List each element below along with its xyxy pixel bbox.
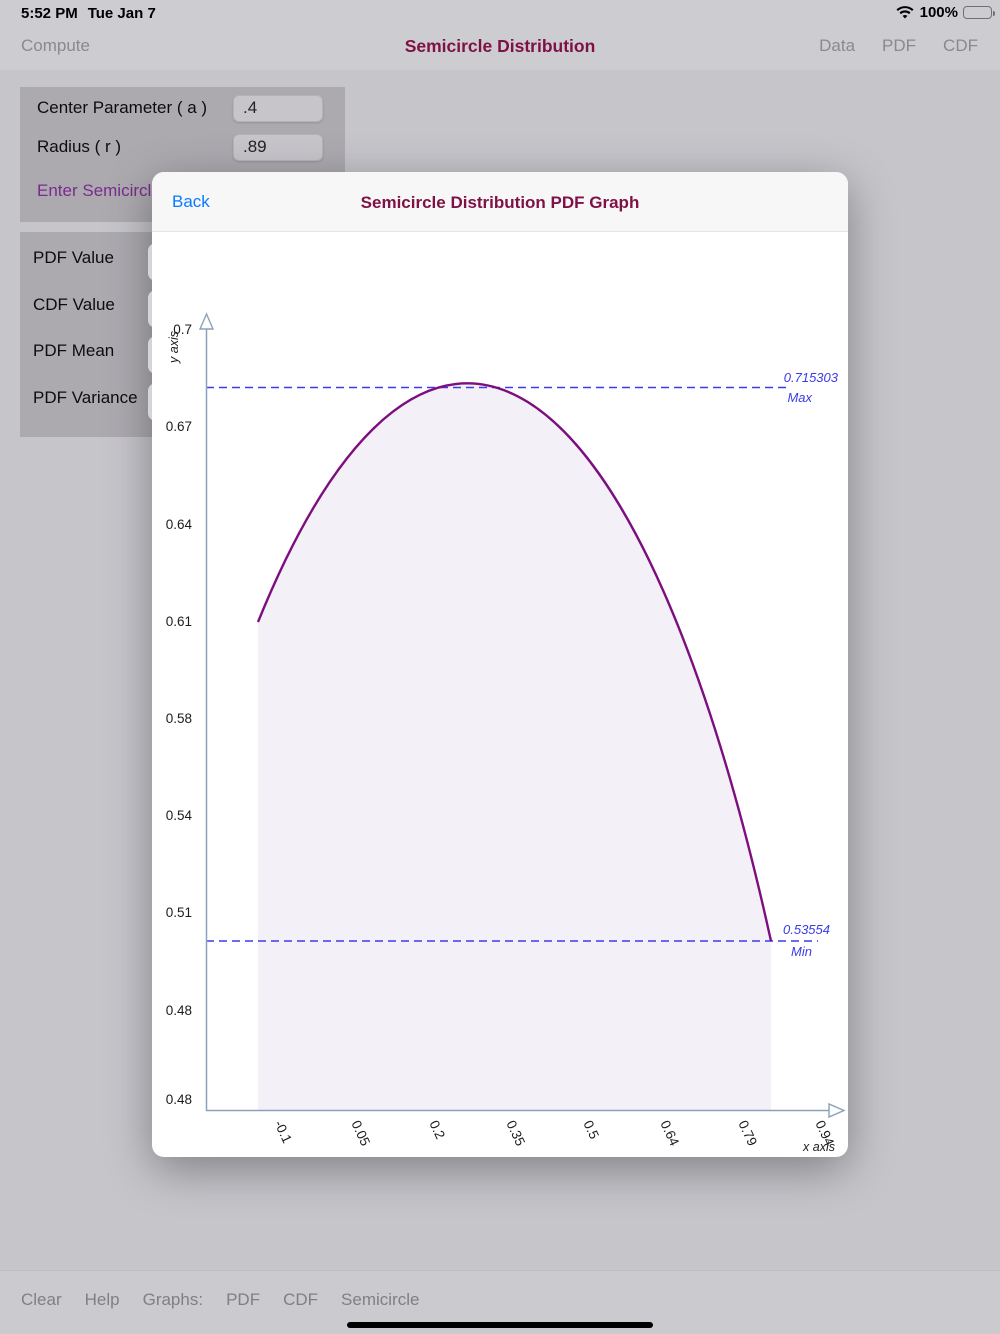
y-tick: 0.48 (165, 1092, 192, 1107)
pdf-value-label: PDF Value (33, 248, 114, 267)
enter-semicircle-note: Enter Semicircle (37, 181, 161, 200)
radius-field[interactable]: .89 (233, 134, 323, 161)
modal-header: Back Semicircle Distribution PDF Graph (152, 172, 848, 232)
pdf-graph-modal: 0.7 0.67 0.64 0.61 0.58 0.54 0.51 0.48 0… (152, 172, 848, 1157)
x-axis-arrow-icon (828, 1102, 846, 1119)
y-tick: 0.61 (165, 614, 192, 629)
graphs-semicircle-button[interactable]: Semicircle (341, 1290, 420, 1309)
nav-cdf-button[interactable]: CDF (943, 36, 978, 55)
status-time: 5:52 PM (21, 5, 78, 22)
min-label-annotation: Min (791, 944, 812, 959)
nav-data-button[interactable]: Data (819, 36, 856, 55)
pdf-curve (256, 382, 773, 942)
y-tick: 0.64 (165, 517, 192, 532)
min-value-annotation: 0.53554 (783, 922, 830, 937)
radius-label: Radius ( r ) (37, 137, 122, 156)
y-axis-arrow-icon (198, 312, 215, 330)
graphs-pdf-button[interactable]: PDF (226, 1290, 261, 1309)
y-axis-title: y axis (167, 331, 181, 363)
max-value-annotation: 0.715303 (783, 370, 838, 385)
semicircle-pdf-chart (198, 312, 846, 1119)
home-indicator[interactable] (347, 1322, 653, 1328)
graphs-label: Graphs: (142, 1290, 204, 1309)
clear-button[interactable]: Clear (21, 1290, 62, 1309)
y-tick: 0.58 (165, 711, 192, 726)
status-bar: 5:52 PM Tue Jan 7 100% (0, 0, 1000, 26)
y-tick: 0.54 (165, 808, 192, 823)
modal-title: Semicircle Distribution PDF Graph (360, 193, 640, 212)
graphs-cdf-button[interactable]: CDF (283, 1290, 319, 1309)
compute-button[interactable]: Compute (21, 36, 90, 55)
pdf-variance-label: PDF Variance (33, 388, 138, 407)
status-date: Tue Jan 7 (87, 5, 156, 22)
y-tick: 0.51 (165, 905, 192, 920)
x-axis-title: x axis (803, 1140, 835, 1154)
wifi-icon (895, 5, 915, 20)
battery-icon (963, 6, 995, 19)
cdf-value-label: CDF Value (33, 295, 115, 314)
help-button[interactable]: Help (84, 1290, 120, 1309)
status-time-date: 5:52 PM Tue Jan 7 (21, 5, 156, 22)
pdf-mean-label: PDF Mean (33, 341, 115, 360)
max-label-annotation: Max (787, 390, 812, 405)
y-tick: 0.67 (165, 419, 192, 434)
nav-pdf-button[interactable]: PDF (882, 36, 917, 55)
center-parameter-field[interactable]: .4 (233, 95, 323, 122)
battery-percent: 100% (919, 4, 958, 21)
page-title: Semicircle Distribution (404, 36, 596, 56)
area-fill (258, 383, 771, 1110)
y-tick: 0.48 (165, 1003, 192, 1018)
center-parameter-label: Center Parameter ( a ) (37, 98, 208, 117)
nav-bar: Compute Semicircle Distribution Data PDF… (0, 26, 1000, 70)
y-tick: 0.7 (173, 322, 192, 337)
back-button[interactable]: Back (172, 192, 210, 211)
